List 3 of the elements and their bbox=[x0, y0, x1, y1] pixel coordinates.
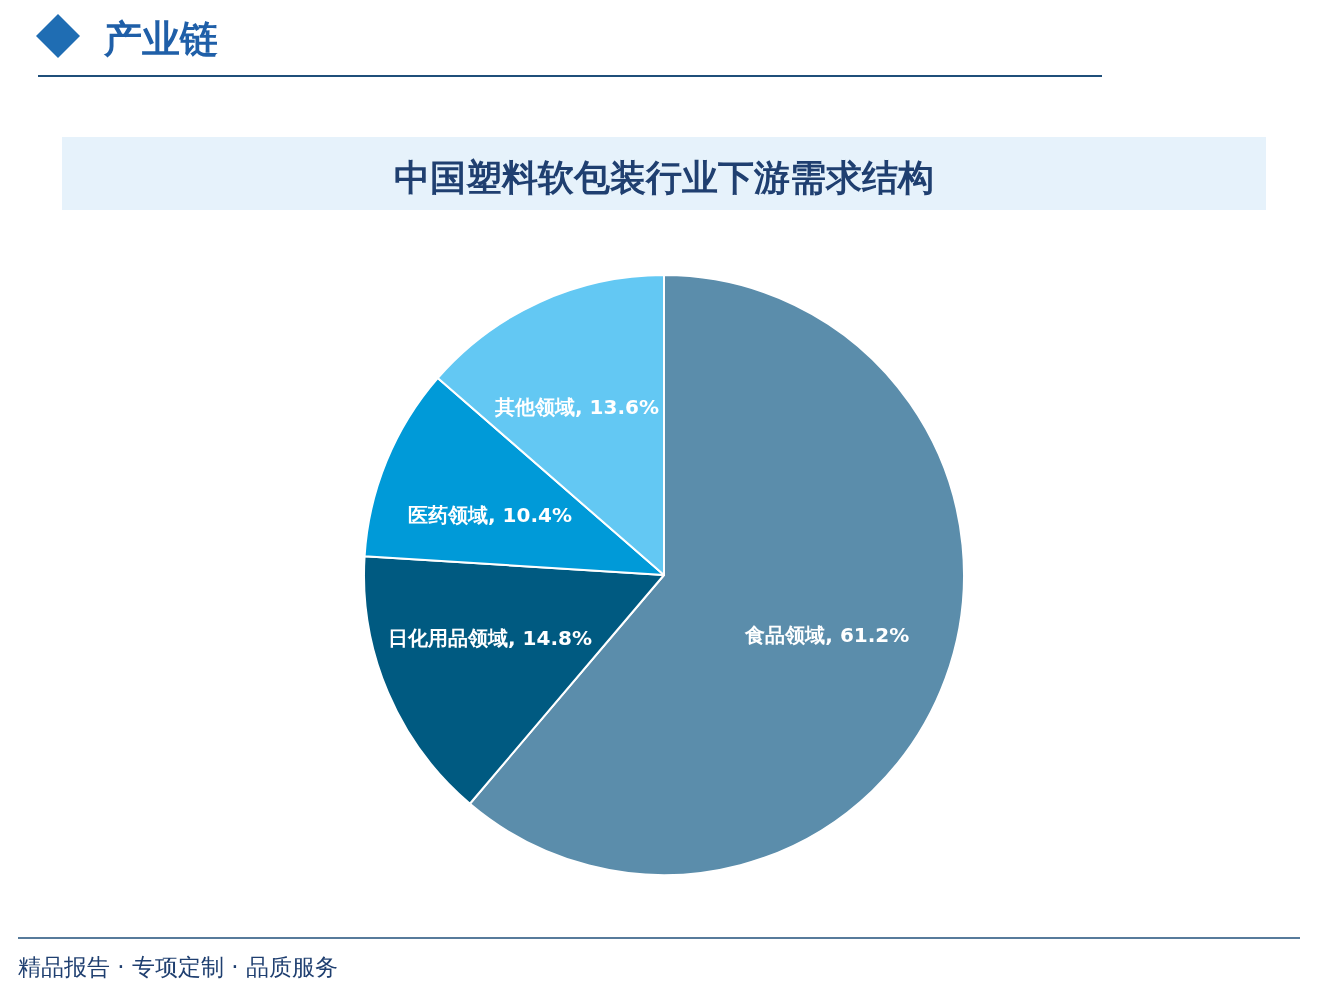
annotation: 产业链 bbox=[104, 17, 218, 61]
annotation: 精品报告 · 专项定制 · 品质服务 bbox=[18, 954, 338, 980]
title: 中国塑料软包装行业下游需求结构 bbox=[394, 157, 934, 198]
